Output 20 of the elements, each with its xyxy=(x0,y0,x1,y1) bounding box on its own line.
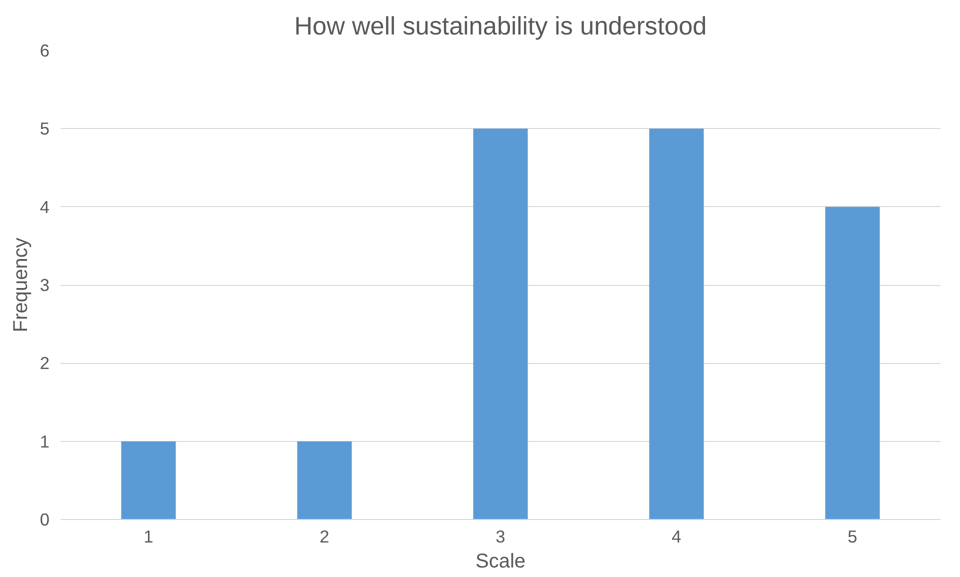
y-tick-label: 0 xyxy=(40,510,50,530)
bar xyxy=(297,441,352,520)
bar xyxy=(473,128,528,520)
bar xyxy=(825,206,880,520)
x-tick-label: 4 xyxy=(672,526,682,546)
x-tick-label: 1 xyxy=(144,526,154,546)
bar xyxy=(649,128,704,520)
x-tick-label: 3 xyxy=(496,526,506,546)
y-tick-label: 3 xyxy=(40,275,50,295)
bar xyxy=(121,441,176,520)
chart-title: How well sustainability is understood xyxy=(294,12,707,40)
y-tick-label: 4 xyxy=(40,196,50,217)
x-axis-title: Scale xyxy=(475,550,526,572)
y-tick-label: 2 xyxy=(40,353,50,374)
y-axis-title: Frequency xyxy=(10,238,32,332)
y-tick-label: 6 xyxy=(40,40,50,60)
x-tick-label: 5 xyxy=(848,526,858,546)
x-tick-label: 2 xyxy=(320,526,330,546)
y-tick-label: 5 xyxy=(40,118,50,139)
y-tick-label: 1 xyxy=(40,431,50,452)
